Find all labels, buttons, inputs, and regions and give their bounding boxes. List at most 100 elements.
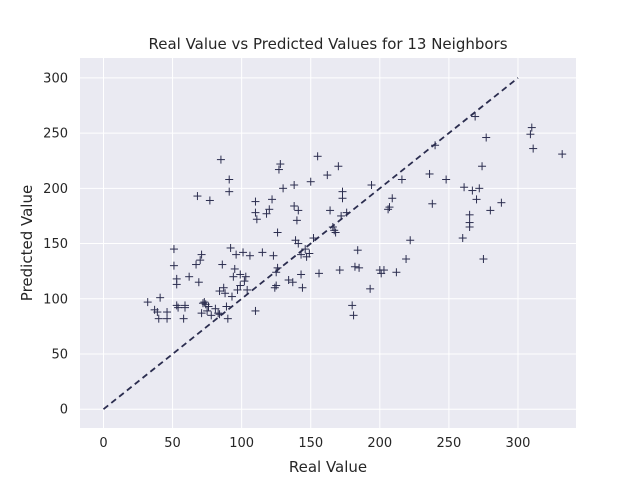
data-point [367,181,376,190]
x-tick-label: 50 [164,436,181,451]
data-point [181,301,190,310]
x-tick-label: 100 [229,436,254,451]
y-tick-label: 0 [60,403,68,418]
data-point [482,133,491,142]
data-point [425,169,434,178]
data-point [276,160,285,169]
data-point [458,234,467,243]
data-point [196,256,205,265]
data-point [305,249,314,258]
data-point [245,251,254,260]
data-point [241,272,250,281]
data-point [156,293,165,302]
data-point [258,248,267,257]
data-point [326,206,335,215]
data-point [273,263,282,272]
data-point [240,277,249,286]
data-point [294,239,303,248]
data-point [472,195,481,204]
data-point [169,261,178,270]
data-point [350,262,359,271]
data-point [297,270,306,279]
data-point [251,197,260,206]
data-point [431,141,440,150]
y-axis-label: Predicted Value [18,185,36,301]
data-point [313,152,322,161]
data-point [214,309,223,318]
data-point [379,266,388,275]
data-point [251,306,260,315]
data-point [205,196,214,205]
data-point [225,175,234,184]
data-point [243,285,252,294]
data-point [294,206,303,215]
data-point [486,206,495,215]
data-point [497,198,506,207]
data-point [309,234,318,243]
data-point [216,155,225,164]
data-point [272,281,281,290]
reference-line [102,77,519,410]
chart-title: Real Value vs Predicted Values for 13 Ne… [148,35,507,53]
x-tick-label: 250 [436,436,461,451]
data-point [366,284,375,293]
data-point [223,314,232,323]
reference-line-layer [102,77,519,410]
plot-area [80,58,576,428]
data-point [273,228,282,237]
data-point [479,255,488,264]
data-point [468,186,477,195]
data-point [185,272,194,281]
data-point [460,183,469,192]
data-point [207,311,216,320]
data-point [558,150,567,159]
data-point [274,165,283,174]
data-point [169,245,178,254]
data-point [226,243,235,252]
data-point [172,274,181,283]
data-point [402,255,411,264]
data-point [225,187,234,196]
y-tick-label: 300 [43,71,68,86]
data-point [297,250,306,259]
data-point [428,199,437,208]
data-point [236,281,245,290]
data-point [269,251,278,260]
x-axis-label: Real Value [289,458,367,476]
data-point [301,245,310,254]
data-point [323,171,332,180]
data-point [331,228,340,237]
data-point [197,250,206,259]
data-point [298,283,307,292]
data-point [215,310,224,319]
data-point [239,248,248,257]
data-point [192,260,201,269]
data-point [268,195,277,204]
data-point [227,292,236,301]
data-point [194,278,203,287]
x-tick-labels: 0 50 100 150 200 250 300 [99,436,530,451]
y-tick-label: 200 [43,182,68,197]
data-point [252,215,261,224]
data-point [163,314,172,323]
data-point [337,211,346,220]
data-point [478,162,487,171]
data-point [527,123,536,132]
x-tick-label: 0 [99,436,107,451]
data-point [284,276,293,284]
data-point [349,311,358,320]
data-point [203,306,212,315]
data-point [221,289,230,298]
data-point [529,144,538,153]
data-point [392,268,401,277]
data-point [204,302,213,311]
data-point [328,222,337,231]
data-point [306,177,315,186]
data-point [230,264,239,273]
grid-lines [80,58,576,428]
y-tick-label: 100 [43,292,68,307]
data-point [290,202,299,210]
data-point [348,301,357,310]
x-tick-label: 300 [506,436,531,451]
data-point [232,250,241,259]
